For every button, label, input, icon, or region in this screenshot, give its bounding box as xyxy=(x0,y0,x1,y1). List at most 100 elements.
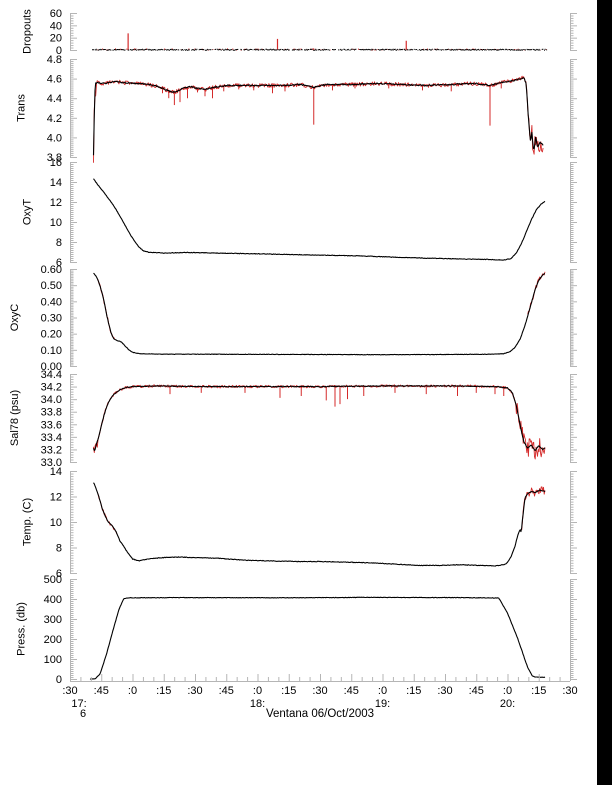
svg-text:33.4: 33.4 xyxy=(41,432,62,444)
panel-trans: 3.8 4.0 4.2 4.4 4.6 4.8 Trans xyxy=(15,54,577,164)
x-tick-label: :30 xyxy=(62,685,77,697)
x-tick-label: :15 xyxy=(281,685,296,697)
svg-text:12: 12 xyxy=(50,197,62,209)
right-black-band xyxy=(597,0,612,785)
panel-sal78-psu: 33.033.233.433.633.834.034.234.4 Sal78 (p… xyxy=(9,369,577,469)
panel-temp-c: 6 8 10 12 14 Temp. (C) xyxy=(22,466,577,580)
raw-trace xyxy=(97,271,546,340)
data-trace xyxy=(92,385,546,451)
panel-tick-labels: 6 8 10 12 14 16 xyxy=(50,157,62,269)
svg-text:0.30: 0.30 xyxy=(41,313,62,325)
panel-ylabel: Sal78 (psu) xyxy=(9,390,21,446)
panel-oxyt: 6 8 10 12 14 16 OxyT xyxy=(22,157,577,269)
panel-ylabel: Press. (db) xyxy=(15,602,27,656)
svg-text:33.8: 33.8 xyxy=(41,407,62,419)
panel-axes xyxy=(70,269,577,367)
panel-press-db: 0 100 200 300 400 500 Press. (db) xyxy=(15,574,577,686)
svg-text:10: 10 xyxy=(50,517,62,529)
panel-ylabel: OxyT xyxy=(22,199,34,226)
x-tick-label: :0 xyxy=(503,685,512,697)
data-trace xyxy=(89,596,546,680)
x-tick-label: :30 xyxy=(562,685,577,697)
x-tick-label: :30 xyxy=(437,685,452,697)
x-tick-label: :0 xyxy=(378,685,387,697)
svg-text:200: 200 xyxy=(44,634,62,646)
x-tick-label: :0 xyxy=(253,685,262,697)
svg-text:14: 14 xyxy=(50,466,62,478)
svg-text:33.6: 33.6 xyxy=(41,419,62,431)
x-tick-label: :45 xyxy=(94,685,109,697)
svg-text:8: 8 xyxy=(56,543,62,555)
panel-tick-labels: 0.00 0.10 0.20 0.30 0.40 0.50 0.60 xyxy=(41,264,62,373)
raw-trace xyxy=(97,486,546,534)
svg-text:6: 6 xyxy=(56,568,62,580)
svg-text:40: 40 xyxy=(50,20,62,32)
x-hour-label: 19: xyxy=(375,698,390,710)
x-hour-label: 17: xyxy=(71,698,86,710)
data-trace xyxy=(93,272,546,356)
x-tick-label: :45 xyxy=(469,685,484,697)
x-tick-label: :45 xyxy=(344,685,359,697)
panel-tick-labels: 6 8 10 12 14 xyxy=(50,466,62,580)
panel-axes xyxy=(70,374,577,463)
svg-text:10: 10 xyxy=(50,217,62,229)
svg-text:6: 6 xyxy=(56,257,62,269)
svg-text:14: 14 xyxy=(50,177,62,189)
raw-trace xyxy=(93,384,546,460)
x-tick-label: :15 xyxy=(531,685,546,697)
data-trace xyxy=(92,77,544,156)
svg-text:300: 300 xyxy=(44,614,62,626)
x-hour-label: 20: xyxy=(500,698,515,710)
x-hour-label: 18: xyxy=(250,698,265,710)
svg-text:0: 0 xyxy=(56,674,62,686)
svg-text:400: 400 xyxy=(44,594,62,606)
raw-trace xyxy=(93,75,544,163)
x-tick-label: :15 xyxy=(156,685,171,697)
svg-text:0: 0 xyxy=(56,45,62,57)
svg-text:0.20: 0.20 xyxy=(41,329,62,341)
x-tick-label: :45 xyxy=(219,685,234,697)
svg-text:12: 12 xyxy=(50,492,62,504)
data-trace xyxy=(93,482,546,567)
chart-title: Ventana 06/Oct/2003 xyxy=(265,708,375,720)
svg-text:4.4: 4.4 xyxy=(47,93,62,105)
svg-text:0.60: 0.60 xyxy=(41,264,62,276)
svg-text:0.10: 0.10 xyxy=(41,345,62,357)
panel-tick-labels: 33.033.233.433.633.834.034.234.4 xyxy=(41,369,62,469)
x-tick-label: :30 xyxy=(312,685,327,697)
panel-axes xyxy=(70,471,577,574)
x-tick-label: :30 xyxy=(187,685,202,697)
svg-text:34.0: 34.0 xyxy=(41,394,62,406)
svg-text:16: 16 xyxy=(50,157,62,169)
panel-axes xyxy=(70,59,577,158)
svg-text:34.2: 34.2 xyxy=(41,382,62,394)
data-trace xyxy=(93,178,546,261)
panel-tick-labels: 3.8 4.0 4.2 4.4 4.6 4.8 xyxy=(47,54,62,164)
svg-text:100: 100 xyxy=(44,654,62,666)
panel-ylabel: OxyC xyxy=(9,304,21,332)
panel-ylabel: Dropouts xyxy=(22,9,34,54)
panel-axes xyxy=(70,13,577,51)
panel-tick-labels: 0 100 200 300 400 500 xyxy=(44,574,62,686)
panel-ylabel: Trans xyxy=(15,94,27,122)
svg-text:20: 20 xyxy=(50,33,62,45)
svg-text:33.0: 33.0 xyxy=(41,457,62,469)
svg-text:8: 8 xyxy=(56,237,62,249)
panel-oxyc: 0.00 0.10 0.20 0.30 0.40 0.50 0.60 OxyC xyxy=(9,264,577,373)
svg-text:0.40: 0.40 xyxy=(41,296,62,308)
svg-text:60: 60 xyxy=(50,8,62,20)
svg-text:4.0: 4.0 xyxy=(47,132,62,144)
panel-axes xyxy=(70,162,577,263)
corner-label: 6 xyxy=(80,708,87,720)
svg-text:0.50: 0.50 xyxy=(41,280,62,292)
x-axis: :30 :45 :0 :15 :30 :45 :0 :15 :30 :45 :0 :15 :30 :45:… xyxy=(62,674,578,710)
svg-text:0.00: 0.00 xyxy=(41,361,62,373)
svg-text:4.8: 4.8 xyxy=(47,54,62,66)
svg-text:4.6: 4.6 xyxy=(47,74,62,86)
svg-text:500: 500 xyxy=(44,574,62,586)
x-tick-label: :15 xyxy=(406,685,421,697)
